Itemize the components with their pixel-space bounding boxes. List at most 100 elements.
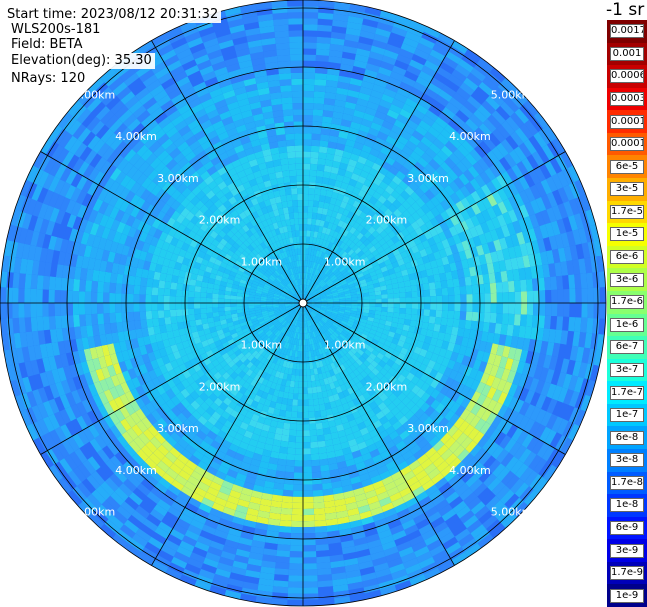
range-gate-cell bbox=[432, 234, 442, 244]
range-gate-cell bbox=[340, 478, 352, 487]
range-gate-cell bbox=[361, 80, 375, 90]
range-gate-cell bbox=[434, 116, 448, 129]
range-gate-cell bbox=[458, 250, 467, 261]
range-gate-cell bbox=[333, 339, 340, 346]
range-gate-cell bbox=[390, 406, 401, 416]
range-gate-cell bbox=[513, 348, 523, 361]
range-gate-cell bbox=[210, 170, 221, 181]
range-gate-cell bbox=[163, 295, 170, 303]
range-gate-cell bbox=[207, 150, 219, 161]
range-gate-cell bbox=[276, 314, 282, 319]
range-gate-cell bbox=[250, 357, 258, 365]
range-gate-cell bbox=[307, 294, 312, 299]
range-gate-cell bbox=[208, 321, 216, 329]
range-gate-cell bbox=[276, 177, 284, 185]
range-gate-cell bbox=[371, 162, 382, 172]
range-gate-cell bbox=[326, 524, 339, 532]
range-gate-cell bbox=[78, 218, 88, 232]
range-gate-cell bbox=[438, 347, 448, 358]
range-gate-cell bbox=[551, 303, 558, 317]
range-gate-cell bbox=[449, 334, 458, 344]
range-gate-cell bbox=[246, 254, 254, 261]
range-gate-cell bbox=[337, 391, 345, 400]
range-gate-cell bbox=[108, 412, 120, 426]
range-gate-cell bbox=[314, 526, 328, 533]
range-gate-cell bbox=[404, 97, 419, 109]
range-gate-cell bbox=[303, 315, 305, 322]
range-gate-cell bbox=[315, 60, 329, 68]
range-gate-cell bbox=[221, 246, 230, 254]
range-gate-cell bbox=[282, 289, 288, 294]
range-gate-cell bbox=[405, 195, 416, 206]
range-gate-cell bbox=[285, 410, 292, 418]
range-gate-cell bbox=[455, 260, 463, 271]
range-gate-cell bbox=[147, 244, 156, 255]
range-gate-cell bbox=[244, 450, 255, 459]
range-gate-cell bbox=[268, 324, 275, 330]
range-gate-cell bbox=[277, 54, 291, 62]
range-gate-cell bbox=[270, 334, 277, 341]
range-gate-cell bbox=[99, 334, 108, 346]
range-gate-cell bbox=[278, 67, 291, 74]
range-gate-cell bbox=[288, 343, 292, 350]
range-gate-cell bbox=[538, 277, 546, 291]
range-gate-cell bbox=[315, 250, 320, 257]
range-gate-cell bbox=[305, 308, 309, 315]
range-gate-cell bbox=[296, 260, 300, 268]
range-gate-cell bbox=[336, 272, 343, 279]
range-gate-cell bbox=[392, 435, 403, 446]
range-gate-cell bbox=[270, 284, 277, 290]
range-gate-cell bbox=[103, 313, 111, 324]
range-gate-cell bbox=[211, 185, 222, 195]
range-gate-cell bbox=[141, 353, 151, 364]
range-gate-cell bbox=[187, 97, 202, 109]
range-gate-cell bbox=[271, 153, 281, 161]
range-gate-cell bbox=[327, 255, 333, 263]
range-gate-cell bbox=[421, 342, 430, 351]
range-gate-cell bbox=[359, 253, 367, 261]
range-gate-cell bbox=[247, 325, 255, 331]
range-gate-cell bbox=[371, 249, 380, 257]
range-gate-cell bbox=[221, 371, 231, 381]
range-gate-cell bbox=[74, 326, 82, 339]
range-gate-cell bbox=[208, 277, 216, 285]
range-gate-cell bbox=[327, 299, 334, 302]
range-gate-cell bbox=[207, 445, 219, 456]
range-gate-cell bbox=[372, 512, 386, 522]
range-gate-cell bbox=[180, 334, 188, 343]
range-gate-cell bbox=[335, 386, 343, 394]
range-gate-cell bbox=[496, 344, 505, 357]
range-gate-cell bbox=[243, 358, 251, 366]
range-gate-cell bbox=[329, 229, 335, 237]
range-gate-cell bbox=[285, 304, 292, 307]
range-gate-cell bbox=[380, 266, 388, 273]
range-gate-cell bbox=[383, 234, 392, 243]
range-gate-cell bbox=[209, 194, 220, 204]
range-gate-cell bbox=[245, 186, 254, 195]
range-gate-cell bbox=[203, 344, 212, 353]
range-gate-cell bbox=[490, 343, 499, 355]
range-gate-cell bbox=[339, 472, 351, 481]
range-gate-cell bbox=[331, 210, 338, 219]
range-gate-cell bbox=[175, 296, 182, 303]
range-gate-cell bbox=[285, 342, 290, 350]
range-gate-cell bbox=[166, 185, 177, 197]
range-gate-cell bbox=[510, 336, 519, 349]
range-gate-cell bbox=[339, 304, 346, 308]
range-gate-cell bbox=[506, 269, 514, 282]
range-gate-cell bbox=[119, 447, 132, 462]
range-gate-cell bbox=[200, 425, 211, 436]
range-gate-cell bbox=[221, 217, 230, 226]
range-gate-cell bbox=[421, 442, 433, 454]
range-gate-cell bbox=[280, 281, 286, 287]
range-gate-cell bbox=[446, 359, 456, 370]
range-gate-cell bbox=[335, 262, 342, 269]
range-gate-cell bbox=[410, 314, 418, 321]
range-gate-cell bbox=[274, 370, 281, 378]
range-gate-cell bbox=[404, 313, 412, 321]
range-gate-cell bbox=[319, 272, 325, 279]
range-gate-cell bbox=[145, 286, 153, 296]
range-gate-cell bbox=[268, 172, 277, 181]
range-gate-cell bbox=[455, 405, 466, 417]
range-gate-cell bbox=[267, 322, 274, 328]
